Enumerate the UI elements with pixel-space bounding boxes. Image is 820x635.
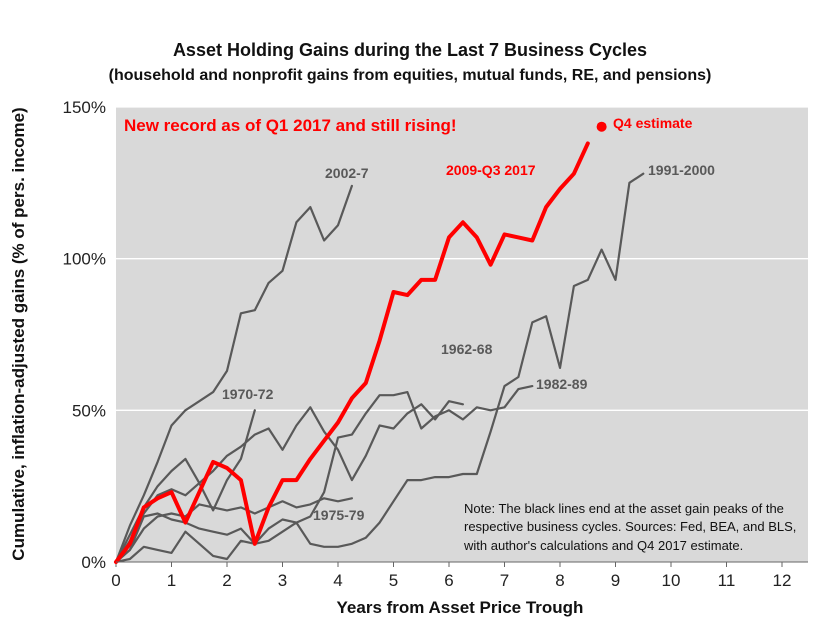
y-tick-label: 0% <box>81 553 106 572</box>
series-line-1991-2000 <box>114 172 645 564</box>
note-line-3: with author's calculations and Q4 2017 e… <box>463 538 743 553</box>
series-line-2009-q3-2017 <box>114 141 590 564</box>
x-tick-label: 10 <box>662 571 681 590</box>
plot-area <box>116 107 808 562</box>
grid-lines <box>116 106 808 411</box>
x-tick-label: 8 <box>555 571 564 590</box>
x-tick-label: 9 <box>611 571 620 590</box>
series-label-1962-68: 1962-68 <box>441 341 493 357</box>
y-axis-ticks: 0% 50% 100% 150% <box>63 98 106 572</box>
series-line-2002-7 <box>114 184 353 564</box>
series-layer <box>114 141 645 564</box>
x-tick-label: 12 <box>773 571 792 590</box>
note-box: Note: The black lines end at the asset g… <box>463 501 796 553</box>
y-tick-label: 100% <box>63 250 106 269</box>
x-tick-label: 3 <box>278 571 287 590</box>
q4-estimate-label: Q4 estimate <box>613 115 693 131</box>
x-tick-label: 7 <box>500 571 509 590</box>
series-label-1970-72: 1970-72 <box>222 386 274 402</box>
y-axis-label: Cumulative, inflation-adjusted gains (% … <box>9 107 28 560</box>
x-tick-label: 1 <box>167 571 176 590</box>
x-tick-label: 5 <box>389 571 398 590</box>
y-tick-label: 150% <box>63 98 106 117</box>
x-axis-ticks: 0 1 2 3 4 5 6 7 8 9 10 11 12 <box>111 562 791 590</box>
series-label-1982-89: 1982-89 <box>536 376 588 392</box>
x-tick-label: 11 <box>718 571 736 590</box>
headline-annotation: New record as of Q1 2017 and still risin… <box>124 116 457 135</box>
x-tick-label: 2 <box>222 571 231 590</box>
y-tick-label: 50% <box>72 401 106 420</box>
chart-title: Asset Holding Gains during the Last 7 Bu… <box>173 40 647 60</box>
x-tick-label: 0 <box>111 571 120 590</box>
note-line-1: Note: The black lines end at the asset g… <box>464 501 784 516</box>
series-line-1975-79 <box>114 497 353 564</box>
series-label-2002-7: 2002-7 <box>325 165 369 181</box>
x-axis-label: Years from Asset Price Trough <box>337 598 584 617</box>
series-line-1962-68 <box>114 400 464 564</box>
note-line-2: respective business cycles. Sources: Fed… <box>464 519 796 534</box>
q4-estimate-point <box>596 121 607 132</box>
x-tick-label: 6 <box>444 571 453 590</box>
series-label-1975-79: 1975-79 <box>313 507 365 523</box>
series-label-1991-2000: 1991-2000 <box>648 162 715 178</box>
chart-subtitle: (household and nonprofit gains from equi… <box>109 67 712 84</box>
x-tick-label: 4 <box>333 571 342 590</box>
series-label-2009-q3-2017: 2009-Q3 2017 <box>446 162 536 178</box>
